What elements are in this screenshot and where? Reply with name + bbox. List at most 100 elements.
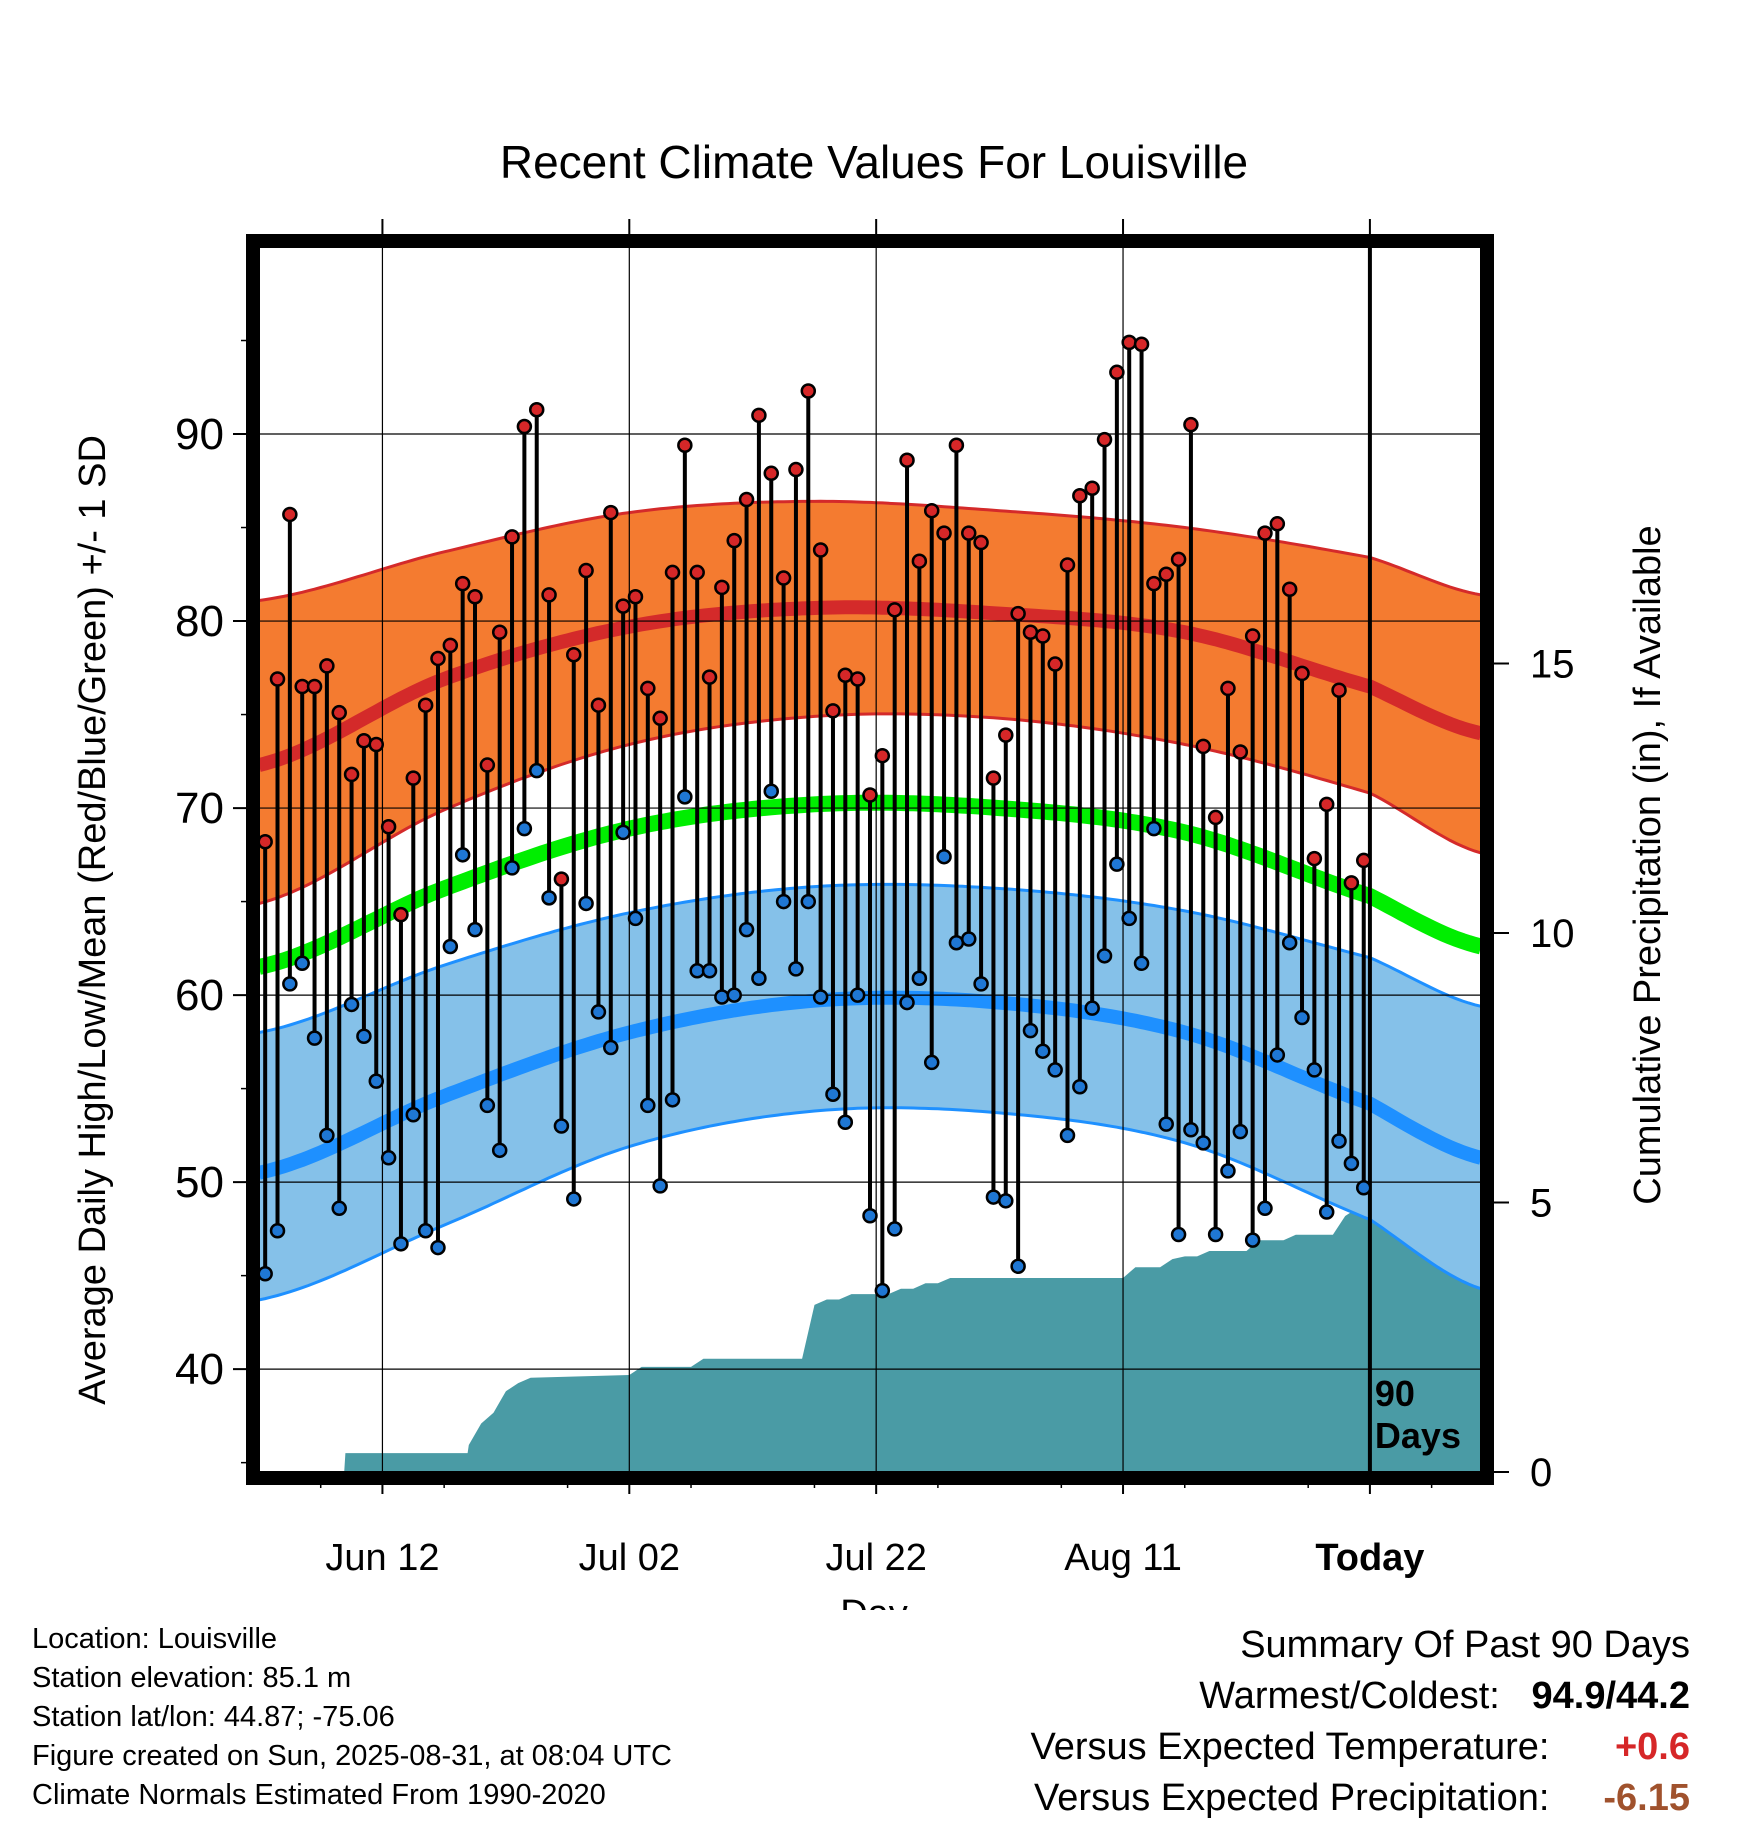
daily-high-point [1133, 336, 1150, 353]
daily-high-point [664, 564, 681, 581]
daily-low-point [1269, 1047, 1286, 1063]
daily-high-point [640, 680, 656, 697]
daily-low-point [936, 848, 952, 865]
daily-low-point [491, 1142, 508, 1159]
daily-high-point [985, 770, 1002, 786]
daily-high-point [516, 418, 533, 435]
daily-high-point [430, 650, 446, 667]
daily-high-point [936, 525, 952, 541]
daily-high-point [380, 819, 397, 835]
daily-low-point [948, 934, 965, 951]
daily-high-point [825, 703, 841, 719]
daily-low-point [1281, 934, 1298, 951]
daily-high-point [775, 570, 792, 586]
chart-title: Recent Climate Values For Louisville [500, 136, 1248, 188]
daily-low-point [1084, 1000, 1100, 1016]
daily-low-point [800, 893, 817, 910]
summary-panel: Summary Of Past 90 Days Warmest/Coldest:… [1031, 1620, 1690, 1824]
daily-low-point [553, 1118, 570, 1134]
daily-high-point [960, 525, 977, 541]
daily-high-point [1059, 557, 1076, 573]
daily-low-point [1133, 955, 1150, 972]
daily-low-point [269, 1222, 286, 1239]
daily-low-point [1232, 1123, 1249, 1140]
daily-low-point [1343, 1155, 1360, 1172]
daily-low-point [578, 895, 594, 912]
daily-high-point [269, 671, 286, 687]
daily-high-point [701, 669, 718, 685]
x-tick-label: Jul 22 [825, 1537, 926, 1579]
daily-high-point [652, 710, 668, 727]
daily-high-point [1010, 605, 1026, 622]
daily-low-point [923, 1054, 940, 1071]
daily-high-point [1096, 431, 1113, 448]
daily-high-point [1195, 738, 1212, 755]
daily-low-point [701, 963, 718, 979]
daily-high-point [590, 697, 607, 713]
daily-high-point [763, 465, 780, 482]
daily-low-point [1035, 1043, 1051, 1059]
daily-high-point [1220, 680, 1236, 697]
daily-high-point [911, 553, 928, 569]
daily-low-point [1318, 1204, 1335, 1220]
daily-high-point [259, 833, 273, 850]
daily-high-point [331, 704, 347, 721]
today-days-label: 90 [1375, 1373, 1415, 1414]
daily-high-point [899, 452, 915, 468]
daily-high-point [454, 575, 471, 592]
y2-axis-label: Cumulative Precipitation (in), If Availa… [1627, 525, 1669, 1204]
daily-high-point [1355, 852, 1372, 869]
daily-low-point [886, 1221, 903, 1237]
precip-area [259, 1207, 1481, 1472]
daily-low-point [393, 1236, 409, 1252]
summary-warmest-label: Warmest/Coldest: [1199, 1675, 1500, 1717]
daily-high-point [1306, 850, 1323, 867]
daily-high-point [1158, 566, 1174, 583]
daily-high-point [812, 542, 829, 558]
daily-low-point [282, 976, 298, 992]
climate-chart: Recent Climate Values For Louisville 90D… [72, 136, 1669, 1610]
daily-low-point [1244, 1232, 1261, 1248]
daily-high-point [282, 506, 298, 523]
y2-tick-label: 10 [1530, 912, 1575, 956]
daily-high-point [479, 757, 496, 773]
daily-low-point [960, 931, 977, 947]
daily-low-point [973, 976, 989, 992]
daily-low-point [738, 921, 755, 938]
daily-high-point [528, 401, 545, 418]
y-tick-label: 90 [175, 410, 224, 459]
daily-high-point [862, 787, 878, 803]
daily-high-point [837, 667, 854, 684]
daily-high-point [923, 502, 940, 519]
daily-low-point [504, 860, 520, 876]
daily-high-point [1170, 551, 1187, 568]
plot-frame [246, 234, 1494, 1485]
summary-precip-value: -6.15 [1603, 1777, 1690, 1819]
daily-high-point [627, 588, 644, 605]
daily-low-point [1220, 1163, 1236, 1179]
daily-high-point [800, 383, 817, 399]
daily-high-point [874, 747, 891, 764]
daily-low-point [726, 987, 742, 1003]
daily-low-point [306, 1030, 323, 1046]
daily-low-point [1059, 1127, 1076, 1144]
daily-low-point [417, 1222, 434, 1239]
x-tick-label: Today [1315, 1537, 1424, 1579]
daily-low-point [640, 1097, 656, 1114]
daily-high-point [405, 770, 422, 786]
daily-high-point [948, 437, 965, 453]
daily-high-point [886, 602, 903, 618]
y-tick-label: 70 [175, 784, 224, 833]
daily-low-point [1010, 1258, 1026, 1275]
daily-low-point [479, 1097, 496, 1114]
y2-tick-label: 0 [1530, 1451, 1552, 1495]
y-axis-label: Average Daily High/Low/Mean (Red/Blue/Gr… [72, 435, 114, 1405]
y-tick-label: 50 [175, 1158, 224, 1207]
daily-low-point [319, 1127, 335, 1144]
daily-high-point [1244, 628, 1261, 644]
daily-low-point [615, 824, 631, 841]
daily-high-point [1207, 809, 1224, 826]
daily-low-point [405, 1107, 422, 1123]
